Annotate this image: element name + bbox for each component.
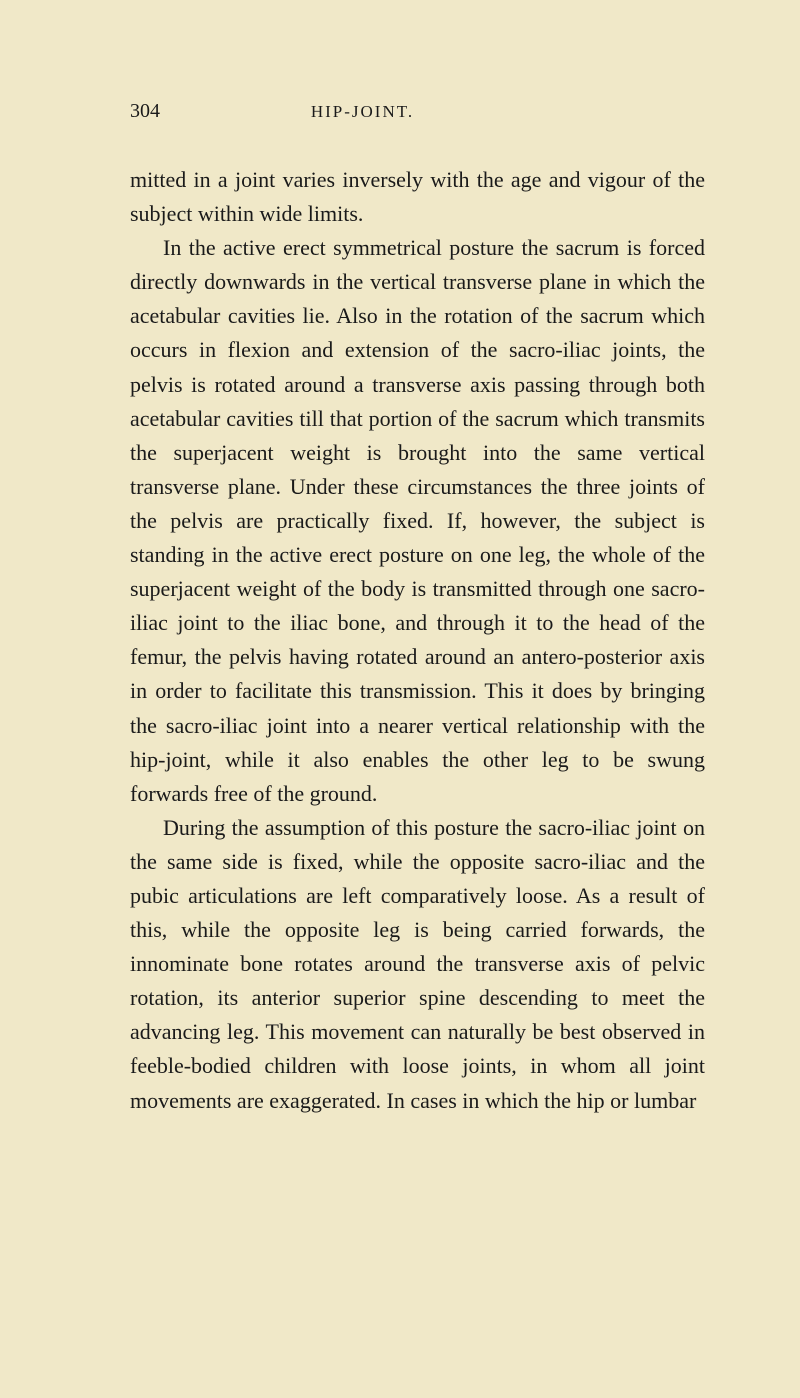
paragraph: mitted in a joint varies inversely with … bbox=[130, 163, 705, 231]
paragraph: During the assumption of this posture th… bbox=[130, 811, 705, 1118]
paragraph: In the active erect symmetrical posture … bbox=[130, 231, 705, 811]
running-title: HIP-JOINT. bbox=[311, 102, 554, 122]
book-page: 304 HIP-JOINT. mitted in a joint varies … bbox=[0, 0, 800, 1398]
page-header: 304 HIP-JOINT. bbox=[130, 100, 705, 123]
page-number: 304 bbox=[130, 100, 160, 123]
body-text: mitted in a joint varies inversely with … bbox=[130, 163, 705, 1118]
